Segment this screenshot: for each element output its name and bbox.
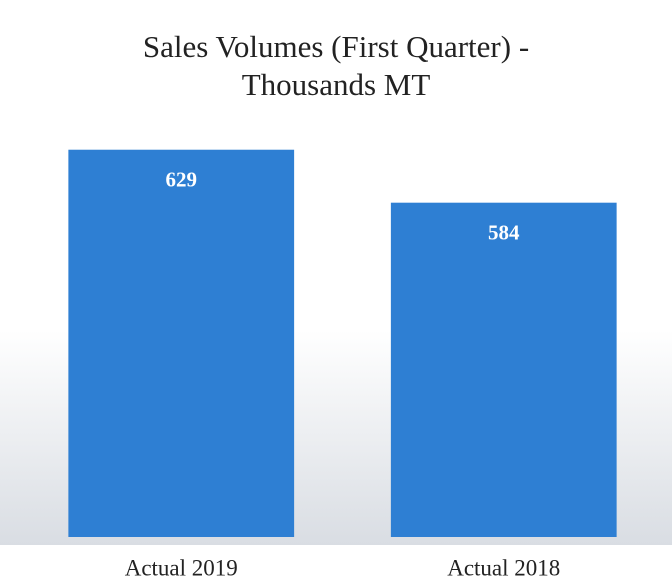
x-tick-label: Actual 2018: [447, 555, 560, 580]
data-label: 584: [488, 221, 520, 245]
chart-title: Sales Volumes (First Quarter) - Thousand…: [142, 29, 530, 102]
data-label: 629: [166, 168, 198, 192]
x-tick-label: Actual 2019: [125, 555, 238, 580]
bar: [68, 149, 295, 537]
bar: [390, 202, 617, 538]
